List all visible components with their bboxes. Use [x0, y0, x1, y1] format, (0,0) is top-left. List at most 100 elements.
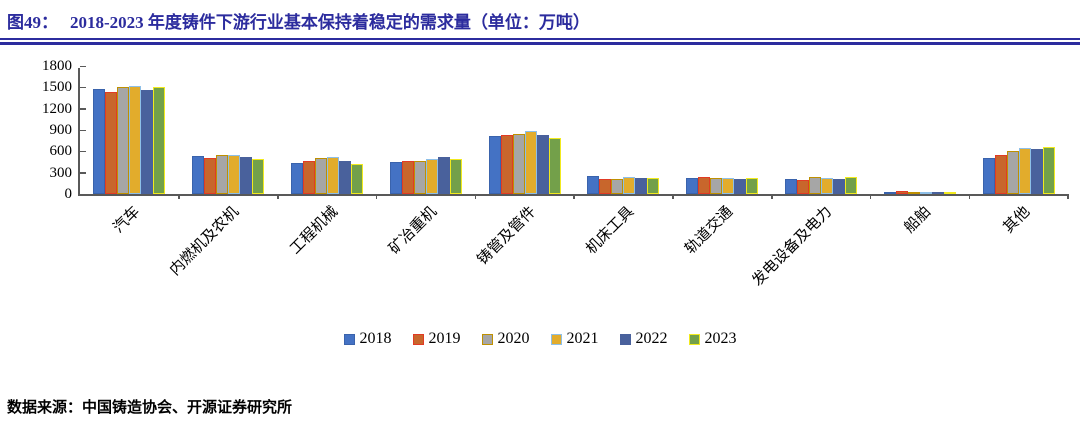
x-axis-tick	[573, 194, 575, 199]
bar-2020	[907, 192, 920, 194]
x-axis-category-label: 机床工具	[583, 203, 638, 258]
bar-2019	[302, 161, 315, 194]
y-axis-tick	[80, 108, 86, 110]
bar-2023	[153, 87, 166, 194]
x-axis-category-label: 船舶	[901, 203, 934, 237]
bar-2019	[994, 155, 1007, 194]
bar-2020	[710, 178, 723, 194]
bar-2020	[216, 155, 229, 194]
bar-2023	[449, 159, 462, 194]
x-axis-tick	[869, 194, 872, 199]
bar-2022	[832, 179, 845, 194]
x-axis-category-label: 铸管及管件	[474, 203, 539, 269]
x-axis-category-label: 矿冶重机	[386, 203, 440, 258]
chart-legend: 2018 2019 2020 2021 2022 2023	[0, 330, 1080, 348]
y-axis-tick	[80, 129, 86, 131]
legend-label: 2018	[359, 330, 392, 347]
x-axis-tick	[771, 194, 773, 199]
bar-group: 轨道交通	[673, 68, 773, 258]
y-axis-tick	[80, 150, 86, 153]
legend-swatch-icon	[343, 333, 355, 345]
bar-2021	[524, 131, 537, 194]
bar-2022	[931, 192, 944, 194]
legend-label: 2019	[428, 330, 461, 347]
bar-2021	[919, 192, 932, 194]
bar-2018	[784, 179, 797, 194]
bar-2020	[1006, 151, 1019, 194]
legend-label: 2022	[635, 330, 668, 347]
legend-label: 2021	[566, 330, 599, 347]
bar-2023	[1042, 147, 1055, 194]
legend-swatch-icon	[619, 333, 631, 345]
bar-group: 汽车	[80, 68, 180, 236]
bar-2022	[141, 90, 154, 194]
bar-2022	[635, 178, 648, 194]
figure-number: 图49：	[7, 13, 58, 32]
bar-group: 发电设备及电力	[750, 68, 872, 289]
plot-area: 汽车 内燃机及农机 工程机械 矿冶重机 铸管及管件 机床工具 轨道交通 发电设备及电力 船舶 其他…	[42, 58, 1069, 289]
bar-group: 矿冶重机	[376, 68, 477, 258]
x-axis-category-label: 汽车	[111, 203, 144, 237]
y-axis-tick-label: 300	[49, 164, 73, 181]
bar-2018	[982, 158, 995, 194]
bar-group: 其他	[969, 68, 1069, 236]
chart-area: 汽车 内燃机及农机 工程机械 矿冶重机 铸管及管件 机床工具 轨道交通 发电设备及电力 船舶 其他…	[0, 50, 1080, 330]
bar-2023	[844, 177, 857, 194]
y-axis-tick-label: 1500	[42, 79, 72, 96]
bar-2018	[290, 163, 303, 194]
x-axis-category-label: 轨道交通	[682, 203, 737, 258]
bar-2021	[820, 178, 833, 194]
bar-2022	[240, 157, 253, 194]
bar-2019	[599, 179, 612, 194]
bar-2021	[623, 177, 636, 194]
x-axis-tick	[375, 194, 378, 199]
legend-item-2019: 2019	[412, 330, 461, 348]
bar-2019	[895, 191, 908, 194]
x-axis-category-label: 内燃机及农机	[167, 203, 243, 279]
bar-2018	[389, 162, 402, 194]
y-axis-tick-label: 1200	[42, 100, 72, 117]
bar-2018	[192, 156, 205, 194]
bar-2023	[548, 138, 561, 194]
legend-label: 2023	[704, 330, 737, 347]
bar-2022	[338, 161, 351, 194]
bar-2020	[611, 179, 624, 194]
bar-2018	[93, 89, 106, 194]
bar-2023	[350, 164, 363, 194]
legend-swatch-icon	[688, 333, 700, 345]
legend-label: 2020	[497, 330, 530, 347]
bar-2020	[512, 134, 525, 194]
bar-2019	[105, 92, 118, 194]
y-axis-tick-label: 900	[49, 122, 73, 138]
bar-2019	[204, 158, 217, 194]
bar-groups: 汽车 内燃机及农机 工程机械 矿冶重机 铸管及管件 机床工具 轨道交通 发电设备及电力 船舶 其他	[80, 68, 1069, 289]
legend-item-2020: 2020	[481, 330, 530, 348]
bar-2019	[401, 161, 414, 194]
x-axis-category-label: 发电设备及电力	[749, 203, 836, 290]
bar-group: 机床工具	[574, 68, 674, 258]
figure-title: 图49： 2018-2023 年度铸件下游行业基本保持着稳定的需求量（单位：万吨）	[7, 8, 1073, 33]
x-axis-category-label: 工程机械	[287, 203, 342, 258]
bar-2018	[587, 176, 600, 194]
y-axis-tick-label: 0	[64, 186, 73, 202]
legend-swatch-icon	[412, 333, 424, 345]
figure-title-text: 2018-2023 年度铸件下游行业基本保持着稳定的需求量（单位：万吨）	[70, 13, 590, 32]
x-axis-tick	[1067, 194, 1069, 199]
bar-2021	[228, 155, 241, 194]
bar-2021	[425, 159, 438, 194]
bar-2021	[722, 178, 735, 194]
bar-2020	[808, 177, 821, 194]
bar-2022	[437, 157, 450, 194]
bar-2022	[536, 135, 549, 194]
legend-item-2018: 2018	[343, 330, 392, 348]
bar-2019	[698, 177, 711, 194]
x-axis-tick	[672, 194, 674, 199]
bar-group: 铸管及管件	[474, 68, 575, 268]
bar-2018	[686, 178, 699, 194]
bar-2023	[647, 178, 660, 194]
bar-2023	[943, 192, 956, 194]
bar-2020	[413, 161, 426, 194]
legend-swatch-icon	[550, 333, 562, 345]
bar-2023	[252, 159, 265, 194]
title-divider	[0, 38, 1080, 45]
